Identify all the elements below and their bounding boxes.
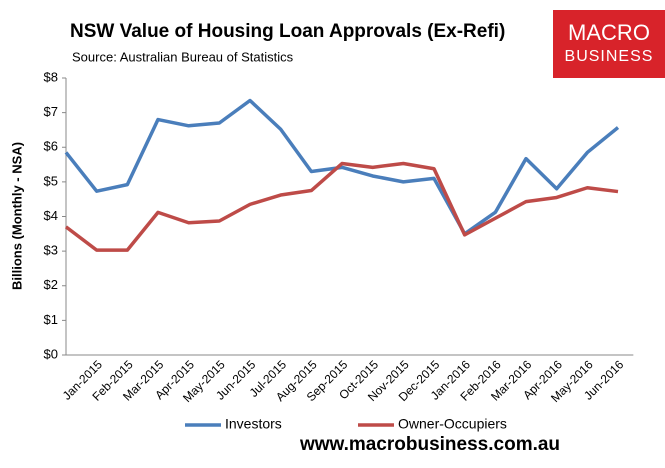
logo-text: MACRO: [568, 20, 650, 45]
y-tick-label: $2: [44, 277, 58, 292]
y-tick-label: $0: [44, 346, 58, 361]
logo-text: BUSINESS: [565, 48, 654, 65]
y-tick-label: $5: [44, 173, 58, 188]
series-line: [64, 161, 619, 252]
chart-subtitle: Source: Australian Bureau of Statistics: [72, 49, 294, 64]
legend-label: Investors: [225, 416, 282, 432]
y-tick-label: $6: [44, 139, 58, 154]
series-line: [64, 98, 620, 236]
y-tick-label: $8: [44, 69, 58, 84]
y-tick-label: $3: [44, 243, 58, 258]
y-tick-label: $4: [44, 208, 58, 223]
y-tick-label: $7: [44, 104, 58, 119]
y-axis-label: Billions (Monthly - NSA): [9, 142, 24, 290]
footer: www.macrobusiness.com.au: [299, 434, 560, 455]
chart-title: NSW Value of Housing Loan Approvals (Ex-…: [70, 21, 505, 42]
y-tick-label: $1: [44, 312, 58, 327]
legend-label: Owner-Occupiers: [398, 416, 507, 432]
logo-box: [553, 10, 665, 78]
